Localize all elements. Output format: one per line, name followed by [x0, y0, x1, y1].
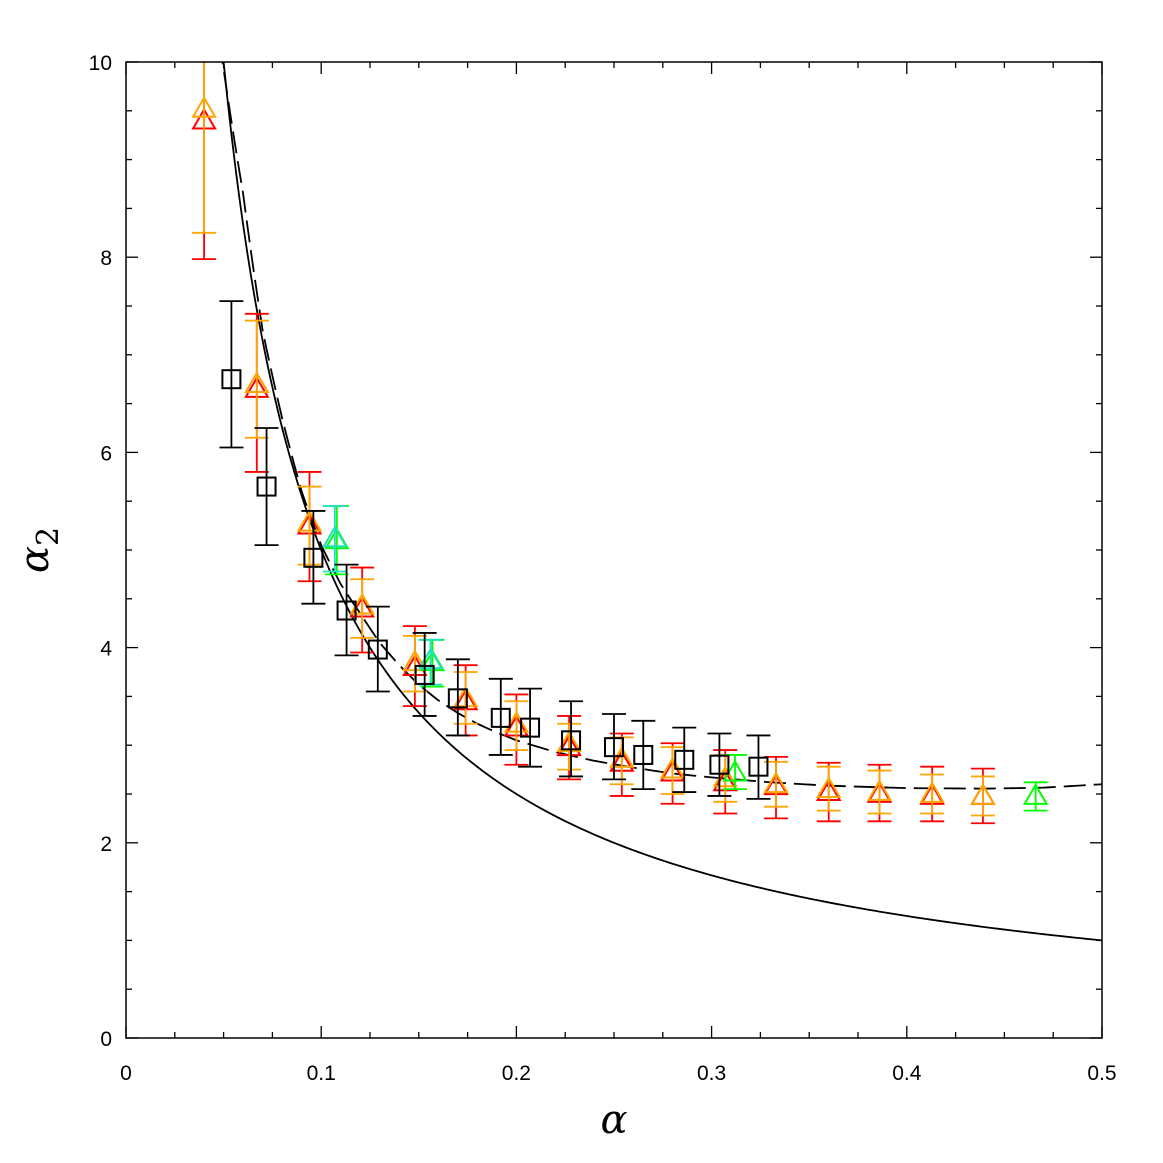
data-point — [970, 782, 996, 805]
data-point — [367, 639, 388, 660]
y-tick-label: 4 — [100, 638, 112, 661]
data-point — [748, 756, 769, 777]
data-point — [256, 476, 277, 497]
data-point — [633, 744, 654, 765]
data-point — [919, 781, 945, 803]
y-axis-title-subscript: 2 — [31, 527, 66, 546]
curves-layer — [221, 62, 1102, 942]
x-tick-label: 0 — [120, 1062, 132, 1085]
data-point — [303, 547, 324, 568]
series-1 — [191, 62, 996, 817]
y-tick-label: 0 — [100, 1028, 112, 1051]
data-point — [561, 730, 582, 751]
series-4 — [219, 300, 771, 800]
data-point — [520, 717, 541, 738]
data-point — [447, 688, 468, 709]
data-point — [709, 754, 730, 775]
x-tick-label: 0.2 — [502, 1062, 531, 1085]
y-tick-label: 10 — [89, 52, 112, 75]
x-tick-label: 0.4 — [892, 1062, 922, 1085]
x-tick-label: 0.1 — [307, 1062, 336, 1085]
y-tick-label: 2 — [100, 833, 112, 856]
data-point — [604, 737, 624, 758]
data-point — [866, 779, 893, 801]
data-point — [296, 509, 323, 532]
plot-frame — [125, 61, 1103, 1039]
data-point — [191, 95, 217, 118]
ticks-layer — [125, 61, 1103, 1039]
x-axis-title: α — [600, 1097, 627, 1143]
data-point — [414, 664, 435, 685]
solid-curve — [222, 62, 1102, 942]
y-tick-label: 6 — [100, 442, 112, 465]
data-point — [815, 776, 842, 799]
data-point — [556, 730, 582, 753]
data-point — [322, 525, 348, 548]
data-point — [452, 685, 479, 708]
svg-text:α2: α2 — [12, 527, 66, 573]
data-point — [722, 759, 748, 782]
data-point — [349, 592, 375, 615]
data-point — [674, 749, 695, 770]
data-point — [490, 707, 511, 728]
x-tick-label: 0.5 — [1087, 1062, 1116, 1085]
data-point — [763, 771, 789, 794]
data-point — [336, 600, 357, 621]
y-axis-title: α2 — [12, 527, 66, 573]
data-point — [1022, 782, 1049, 805]
dashed-curve — [221, 62, 1102, 790]
data-point — [221, 369, 242, 390]
data-point — [609, 745, 635, 768]
series-0 — [191, 62, 996, 825]
marks-layer — [191, 62, 1049, 825]
y-tick-label: 8 — [100, 247, 112, 270]
x-tick-label: 0.3 — [697, 1062, 726, 1085]
y-axis-title-main: α — [12, 546, 58, 573]
data-point — [244, 371, 270, 393]
tick-labels-layer: 0 0.1 0.2 0.3 0.4 0.5 0 2 4 6 8 10 — [89, 52, 1117, 1085]
